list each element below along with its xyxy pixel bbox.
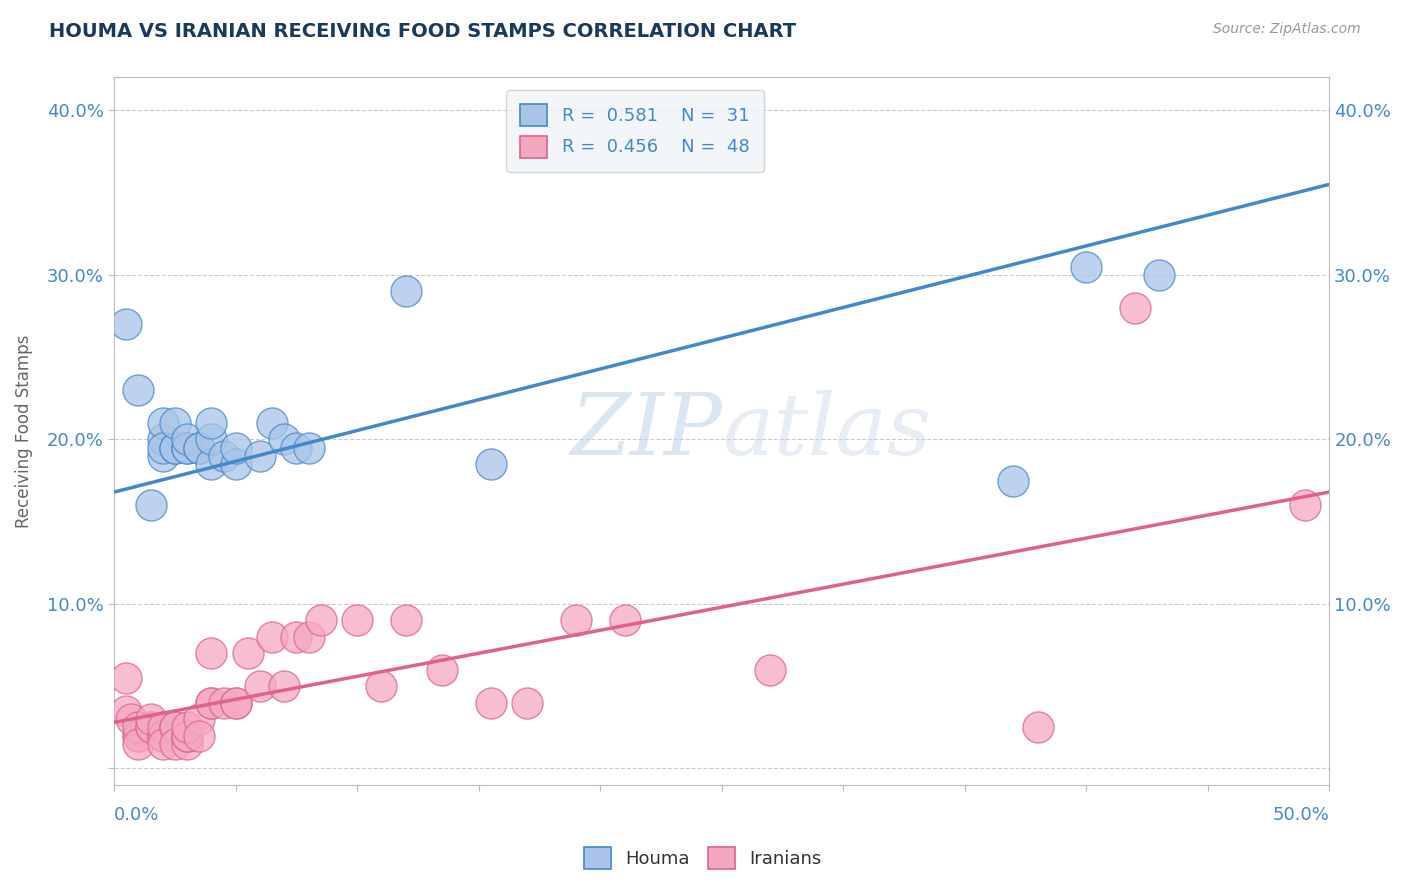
Legend: Houma, Iranians: Houma, Iranians [576, 839, 830, 876]
Point [152, 729, 174, 743]
Point [188, 441, 211, 455]
Point [225, 696, 247, 710]
Point [152, 720, 174, 734]
Y-axis label: Receiving Food Stamps: Receiving Food Stamps [15, 334, 32, 528]
Point [152, 441, 174, 455]
Point [139, 498, 162, 512]
Text: 0.0%: 0.0% [114, 806, 159, 824]
Point [200, 646, 222, 660]
Point [516, 696, 538, 710]
Point [188, 441, 211, 455]
Point [127, 720, 149, 734]
Point [262, 630, 284, 644]
Text: Source: ZipAtlas.com: Source: ZipAtlas.com [1213, 22, 1361, 37]
Point [127, 737, 149, 751]
Point [370, 679, 392, 693]
Point [152, 737, 174, 751]
Point [152, 729, 174, 743]
Point [176, 737, 198, 751]
Point [115, 317, 138, 331]
Point [200, 696, 222, 710]
Point [115, 704, 138, 718]
Point [262, 416, 284, 430]
Point [225, 696, 247, 710]
Point [479, 696, 502, 710]
Point [225, 457, 247, 471]
Point [297, 630, 319, 644]
Point [152, 416, 174, 430]
Point [565, 613, 588, 627]
Point [176, 729, 198, 743]
Point [225, 441, 247, 455]
Point [309, 613, 332, 627]
Point [200, 457, 222, 471]
Point [176, 441, 198, 455]
Point [759, 663, 782, 677]
Point [176, 441, 198, 455]
Point [1294, 498, 1316, 512]
Point [285, 630, 308, 644]
Point [1002, 474, 1025, 488]
Point [163, 441, 186, 455]
Point [395, 285, 418, 299]
Point [163, 720, 186, 734]
Text: HOUMA VS IRANIAN RECEIVING FOOD STAMPS CORRELATION CHART: HOUMA VS IRANIAN RECEIVING FOOD STAMPS C… [49, 22, 796, 41]
Point [152, 433, 174, 447]
Point [127, 383, 149, 397]
Point [176, 720, 198, 734]
Point [163, 441, 186, 455]
Point [249, 679, 271, 693]
Text: ZIP: ZIP [569, 390, 721, 473]
Point [139, 720, 162, 734]
Point [127, 729, 149, 743]
Point [479, 457, 502, 471]
Point [395, 613, 418, 627]
Point [176, 729, 198, 743]
Point [188, 729, 211, 743]
Point [1026, 720, 1049, 734]
Point [285, 441, 308, 455]
Point [152, 449, 174, 463]
Point [200, 433, 222, 447]
Point [176, 433, 198, 447]
Point [120, 712, 142, 726]
Point [297, 441, 319, 455]
Point [200, 416, 222, 430]
Point [139, 712, 162, 726]
Point [127, 729, 149, 743]
Point [188, 712, 211, 726]
Point [613, 613, 636, 627]
Text: atlas: atlas [721, 390, 931, 473]
Point [1076, 260, 1098, 274]
Point [273, 679, 295, 693]
Point [212, 696, 235, 710]
Point [1147, 268, 1170, 282]
Point [163, 416, 186, 430]
Point [200, 696, 222, 710]
Point [1123, 301, 1146, 315]
Point [236, 646, 259, 660]
Point [432, 663, 454, 677]
Point [115, 671, 138, 685]
Point [163, 720, 186, 734]
Point [273, 433, 295, 447]
Point [346, 613, 368, 627]
Point [163, 737, 186, 751]
Legend: R =  0.581    N =  31, R =  0.456    N =  48: R = 0.581 N = 31, R = 0.456 N = 48 [506, 90, 763, 172]
Point [139, 720, 162, 734]
Point [212, 449, 235, 463]
Point [249, 449, 271, 463]
Text: 50.0%: 50.0% [1272, 806, 1329, 824]
